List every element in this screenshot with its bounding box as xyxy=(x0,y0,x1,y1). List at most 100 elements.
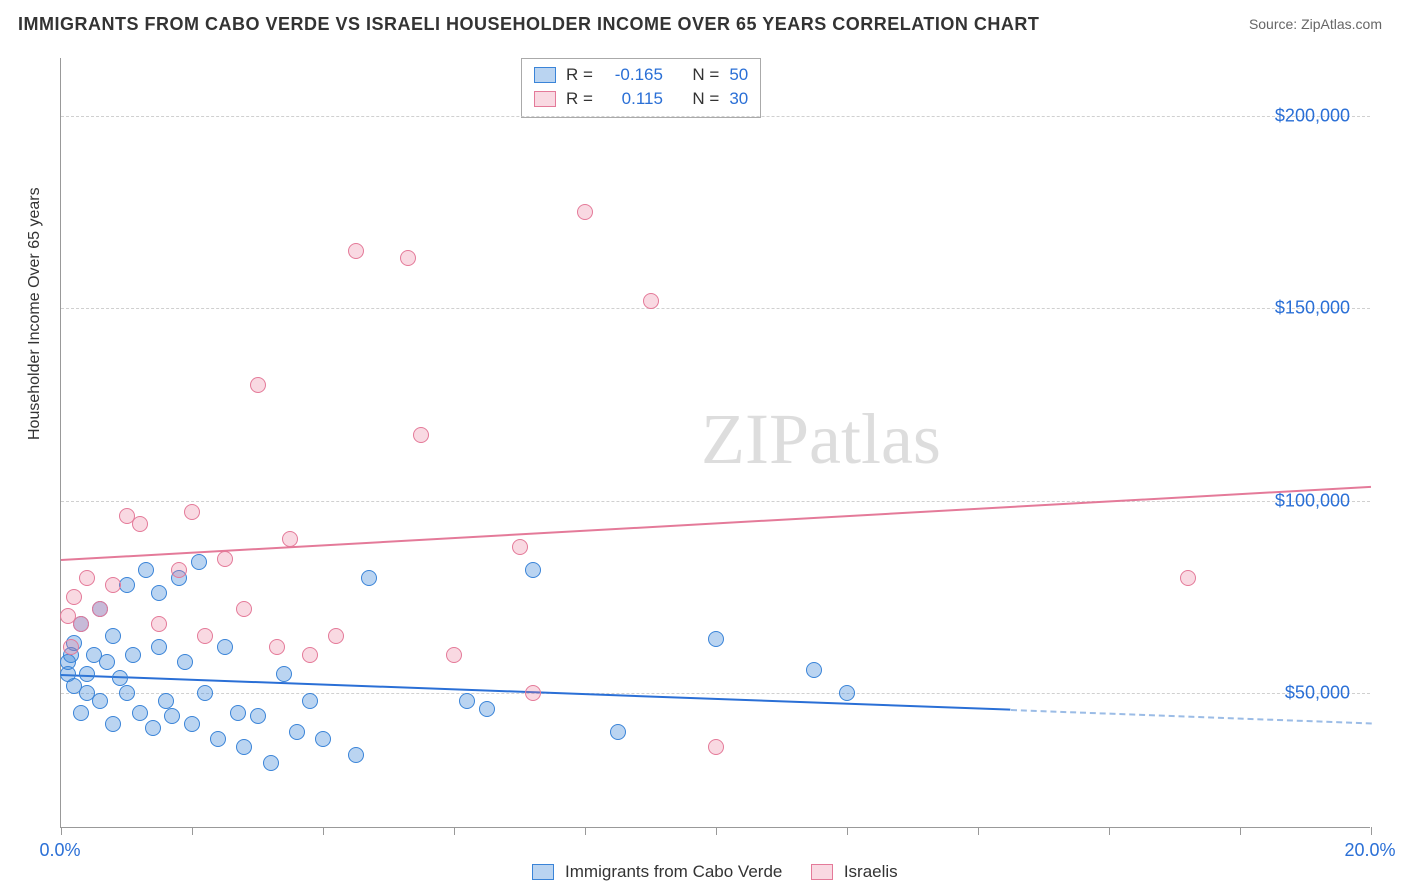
data-point xyxy=(315,731,331,747)
data-point xyxy=(217,551,233,567)
data-point xyxy=(217,639,233,655)
data-point xyxy=(577,204,593,220)
data-point xyxy=(610,724,626,740)
y-tick-label: $100,000 xyxy=(1275,490,1350,511)
data-point xyxy=(105,628,121,644)
data-point xyxy=(151,639,167,655)
data-point xyxy=(171,562,187,578)
legend-row-1: R = -0.165 N = 50 xyxy=(534,63,748,87)
data-point xyxy=(158,693,174,709)
data-point xyxy=(92,601,108,617)
data-point xyxy=(184,716,200,732)
x-tick xyxy=(1371,827,1372,835)
data-point xyxy=(99,654,115,670)
data-point xyxy=(479,701,495,717)
trend-line xyxy=(61,485,1371,560)
data-point xyxy=(525,685,541,701)
data-point xyxy=(184,504,200,520)
data-point xyxy=(512,539,528,555)
data-point xyxy=(63,639,79,655)
data-point xyxy=(250,377,266,393)
data-point xyxy=(348,747,364,763)
series-legend: Immigrants from Cabo Verde Israelis xyxy=(0,862,1406,882)
data-point xyxy=(282,531,298,547)
data-point xyxy=(302,693,318,709)
data-point xyxy=(276,666,292,682)
data-point xyxy=(643,293,659,309)
data-point xyxy=(112,670,128,686)
r-label: R = xyxy=(566,87,593,111)
legend-row-2: R = 0.115 N = 30 xyxy=(534,87,748,111)
data-point xyxy=(1180,570,1196,586)
data-point xyxy=(132,705,148,721)
data-point xyxy=(236,601,252,617)
data-point xyxy=(302,647,318,663)
data-point xyxy=(197,628,213,644)
x-tick xyxy=(716,827,717,835)
n-value-1: 50 xyxy=(729,63,748,87)
data-point xyxy=(73,705,89,721)
data-point xyxy=(269,639,285,655)
data-point xyxy=(164,708,180,724)
data-point xyxy=(119,685,135,701)
swatch-icon xyxy=(532,864,554,880)
x-tick-label: 20.0% xyxy=(1344,840,1395,861)
data-point xyxy=(230,705,246,721)
data-point xyxy=(197,685,213,701)
data-point xyxy=(263,755,279,771)
swatch-icon xyxy=(811,864,833,880)
data-point xyxy=(105,716,121,732)
gridline xyxy=(61,693,1370,694)
legend-label-2: Israelis xyxy=(844,862,898,881)
data-point xyxy=(151,585,167,601)
r-label: R = xyxy=(566,63,593,87)
x-tick xyxy=(61,827,62,835)
x-tick xyxy=(454,827,455,835)
data-point xyxy=(806,662,822,678)
data-point xyxy=(177,654,193,670)
data-point xyxy=(361,570,377,586)
trend-line xyxy=(1011,709,1371,724)
swatch-icon xyxy=(534,91,556,107)
y-axis-label: Householder Income Over 65 years xyxy=(26,187,44,440)
correlation-legend: R = -0.165 N = 50 R = 0.115 N = 30 xyxy=(521,58,761,118)
gridline xyxy=(61,501,1370,502)
data-point xyxy=(400,250,416,266)
x-tick xyxy=(847,827,848,835)
chart-title: IMMIGRANTS FROM CABO VERDE VS ISRAELI HO… xyxy=(18,14,1039,35)
n-label: N = xyxy=(692,87,719,111)
data-point xyxy=(132,516,148,532)
swatch-icon xyxy=(534,67,556,83)
data-point xyxy=(708,739,724,755)
data-point xyxy=(92,693,108,709)
data-point xyxy=(289,724,305,740)
data-point xyxy=(708,631,724,647)
data-point xyxy=(138,562,154,578)
x-tick-label: 0.0% xyxy=(39,840,80,861)
data-point xyxy=(210,731,226,747)
data-point xyxy=(66,589,82,605)
data-point xyxy=(125,647,141,663)
y-tick-label: $50,000 xyxy=(1285,683,1350,704)
data-point xyxy=(73,616,89,632)
data-point xyxy=(459,693,475,709)
scatter-plot: R = -0.165 N = 50 R = 0.115 N = 30 ZIPat… xyxy=(60,58,1370,828)
data-point xyxy=(250,708,266,724)
y-tick-label: $150,000 xyxy=(1275,298,1350,319)
r-value-2: 0.115 xyxy=(603,87,663,111)
x-tick xyxy=(978,827,979,835)
data-point xyxy=(191,554,207,570)
gridline xyxy=(61,308,1370,309)
x-tick xyxy=(1240,827,1241,835)
x-tick xyxy=(585,827,586,835)
legend-label-1: Immigrants from Cabo Verde xyxy=(565,862,782,881)
data-point xyxy=(79,570,95,586)
x-tick xyxy=(1109,827,1110,835)
data-point xyxy=(348,243,364,259)
data-point xyxy=(145,720,161,736)
data-point xyxy=(839,685,855,701)
n-value-2: 30 xyxy=(729,87,748,111)
gridline xyxy=(61,116,1370,117)
n-label: N = xyxy=(692,63,719,87)
source-label: Source: ZipAtlas.com xyxy=(1249,16,1382,32)
